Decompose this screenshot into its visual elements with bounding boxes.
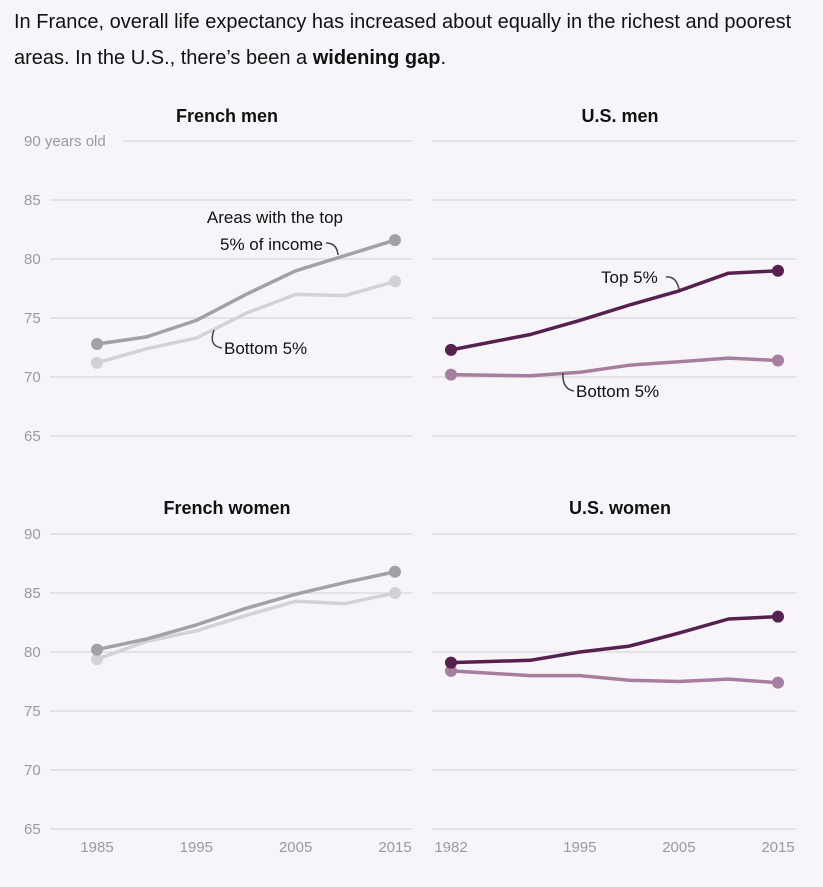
x-tick-label: 1995: [180, 839, 213, 856]
series-end-point-bottom: [772, 354, 784, 367]
series-start-point-top: [91, 337, 103, 350]
y-tick-label: 75: [24, 703, 41, 720]
panel-title: U.S. women: [569, 498, 671, 518]
annotation-label: Top 5%: [601, 268, 658, 287]
series-line-top: [449, 269, 780, 352]
panel-title: French men: [176, 106, 278, 126]
annotation-halo: Bottom 5%: [224, 339, 307, 358]
series-start-point-top: [445, 656, 457, 669]
y-tick-label: 85: [24, 585, 41, 602]
series-end-point-top: [772, 264, 784, 277]
x-tick-label: 1982: [434, 839, 467, 856]
annotation-leader: [325, 242, 339, 256]
annotation-halo: Areas with the top: [207, 208, 343, 227]
annotation-leader: [665, 276, 680, 290]
series-end-point-bottom: [772, 676, 784, 689]
annotation-label: Areas with the top: [207, 208, 343, 227]
headline-emphasis: widening gap: [312, 47, 441, 69]
x-tick-label: 2015: [378, 839, 411, 856]
x-tick-label: 2015: [761, 839, 794, 856]
series-start-point-bottom: [445, 664, 457, 677]
y-tick-label: 80: [24, 644, 41, 661]
series-end-point-top: [772, 610, 784, 623]
y-tick-label: 85: [24, 192, 41, 209]
y-tick-label: 75: [24, 310, 41, 327]
y-tick-label: 90: [24, 526, 41, 543]
annotation-label: 5% of income: [220, 235, 323, 254]
series-start-point-bottom: [445, 368, 457, 381]
series-line-bottom: [95, 279, 397, 365]
annotation-label: Bottom 5%: [576, 382, 659, 401]
panel-french-women: French women 90 85 80 75 70 65 1985 1995 2005 2015: [24, 498, 412, 856]
series-start-point-top: [445, 343, 457, 356]
y-tick-label: 70: [24, 762, 41, 779]
series-start-point-bottom: [91, 356, 103, 369]
y-tick-label: 80: [24, 251, 41, 268]
series-end-point-top: [389, 565, 401, 578]
y-tick-label: 65: [24, 821, 41, 838]
x-tick-label: 1995: [563, 839, 596, 856]
annotation-halo: Bottom 5%: [576, 382, 659, 401]
x-tick-label: 2005: [279, 839, 312, 856]
series-end-point-bottom: [389, 275, 401, 288]
headline: In France, overall life expectancy has i…: [14, 4, 814, 76]
series-line-bottom: [449, 669, 780, 685]
series-end-point-top: [389, 234, 401, 247]
annotation-leader: [562, 372, 575, 392]
series-line-bottom: [95, 591, 397, 661]
series-start-point-top: [91, 643, 103, 656]
series-line-bottom: [449, 356, 780, 378]
series-start-point-bottom: [91, 653, 103, 666]
series-line-top: [449, 614, 780, 665]
y-tick-label: 65: [24, 428, 41, 445]
annotation-label: Bottom 5%: [224, 339, 307, 358]
y-tick-label: 70: [24, 369, 41, 386]
panel-title: U.S. men: [581, 106, 658, 126]
headline-end: .: [440, 47, 447, 69]
annotation-halo: Top 5%: [601, 268, 658, 287]
annotation-leader: [211, 329, 223, 349]
series-line-top: [95, 238, 397, 346]
annotation-halo: 5% of income: [220, 235, 323, 254]
x-tick-label: 2005: [662, 839, 695, 856]
series-line-top: [95, 570, 397, 652]
headline-text: In France, overall life expectancy has i…: [14, 11, 792, 69]
panel-us-women: U.S. women 1982 1995 2005 2015: [432, 498, 796, 856]
panel-french-men: French men 90 years old 85 80 75 70 65 Areas wi…: [24, 106, 412, 445]
panel-title: French women: [163, 498, 290, 518]
y-tick-label: 90 years old: [24, 133, 106, 150]
x-tick-label: 1985: [80, 839, 113, 856]
series-end-point-bottom: [389, 587, 401, 599]
